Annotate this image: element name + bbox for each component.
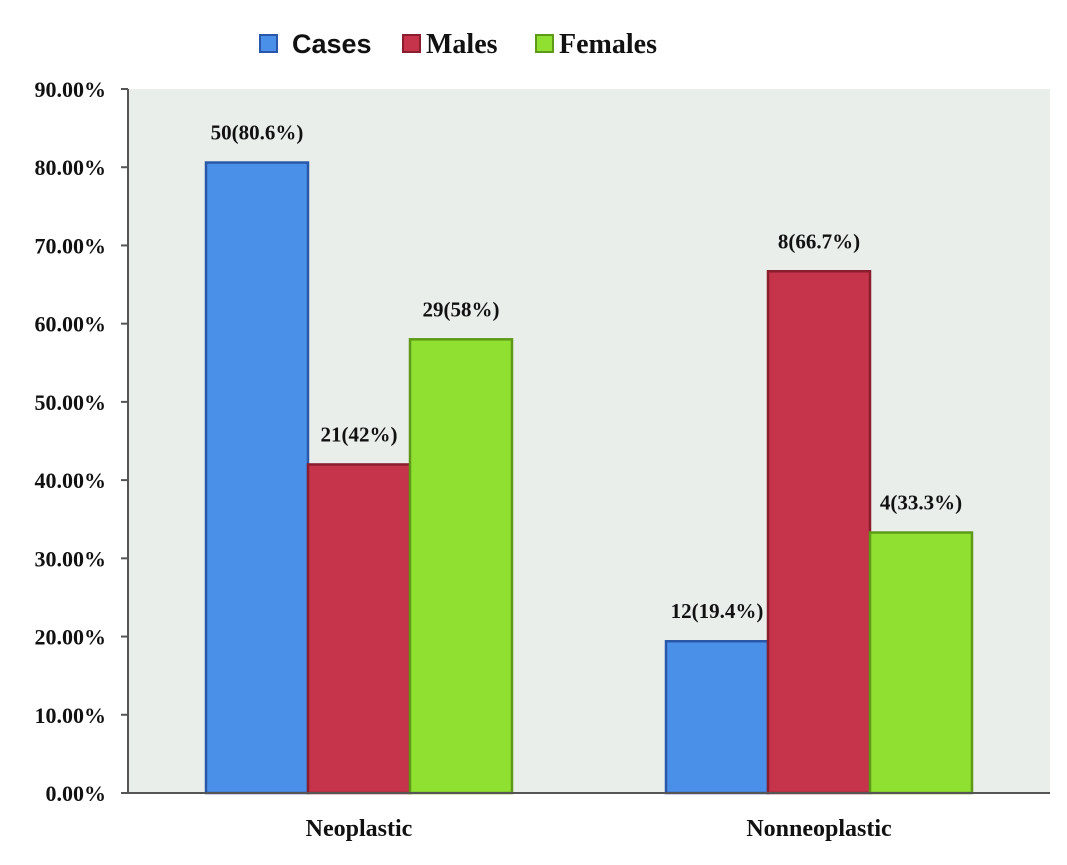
y-tick-label: 20.00% <box>35 625 107 650</box>
x-category-label: Neoplastic <box>306 816 413 842</box>
y-tick-label: 40.00% <box>35 468 107 493</box>
y-tick-label: 50.00% <box>35 390 107 415</box>
axes-group: 0.00% 10.00% 20.00% 30.00% 40.00% 50.00% 60.00… <box>35 77 1050 842</box>
bars-group <box>204 161 974 795</box>
legend-swatch-males <box>402 34 421 53</box>
data-label: 12(19.4%) <box>671 599 764 623</box>
x-category-label: Nonneoplastic <box>746 816 892 842</box>
bar-males-neoplastic <box>306 463 412 795</box>
legend-label-males: Males <box>426 29 498 60</box>
y-tick-label: 90.00% <box>35 77 107 102</box>
data-label: 8(66.7%) <box>778 229 860 253</box>
legend: Cases Males Females <box>259 29 657 60</box>
data-label: 21(42%) <box>321 422 398 446</box>
y-tick-label: 80.00% <box>35 155 107 180</box>
y-tick-label: 30.00% <box>35 546 107 571</box>
legend-swatch-females <box>535 34 554 53</box>
legend-label-cases: Cases <box>292 29 372 59</box>
data-label: 29(58%) <box>423 297 500 321</box>
bar-females-neoplastic <box>408 338 514 795</box>
y-tick-label: 0.00% <box>46 781 107 806</box>
legend-label-females: Females <box>559 29 657 60</box>
bar-cases-nonneoplastic <box>664 639 770 795</box>
y-tick-label: 70.00% <box>35 233 107 258</box>
legend-swatch-cases <box>259 34 278 53</box>
data-label: 4(33.3%) <box>880 491 962 515</box>
y-tick-label: 60.00% <box>35 312 107 337</box>
data-label: 50(80.6%) <box>211 121 304 145</box>
labels-group: 50(80.6%) 21(42%) 29(58%) 12(19.4%) 8(66.7%)… <box>211 121 963 624</box>
bar-males-nonneoplastic <box>766 270 872 795</box>
y-tick-label: 10.00% <box>35 703 107 728</box>
bar-cases-neoplastic <box>204 161 310 795</box>
bar-females-nonneoplastic <box>868 531 974 795</box>
